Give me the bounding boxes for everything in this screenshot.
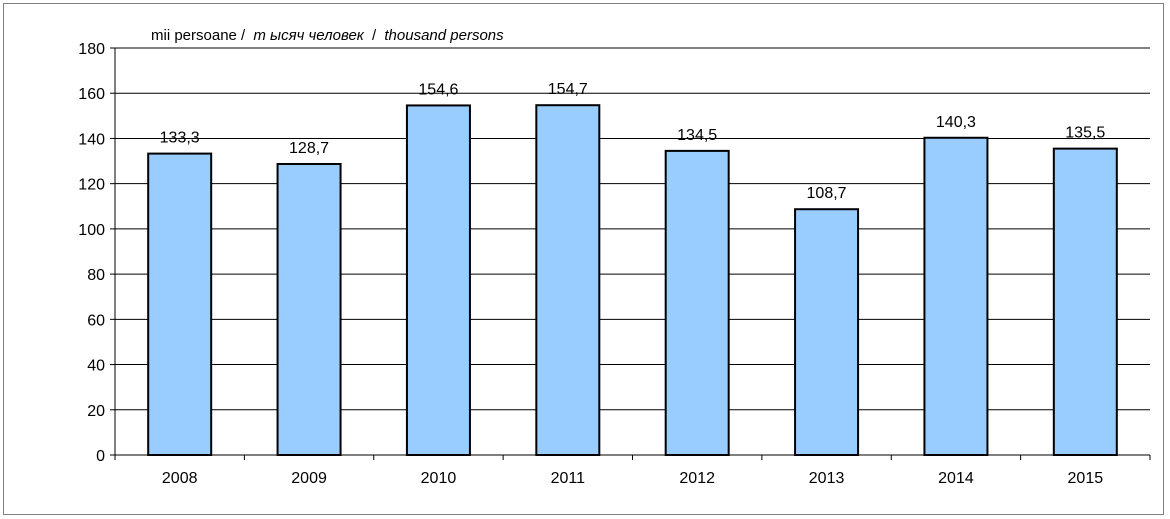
x-tick-label-2014: 2014 xyxy=(938,470,974,487)
chart-frame: 133,3 128,7 154,6 154,7 134,5 108,7 140,3 135,5… xyxy=(3,3,1164,515)
bar-2009 xyxy=(276,162,342,456)
bar-2014 xyxy=(923,136,989,456)
x-tick-label-2012: 2012 xyxy=(679,470,715,487)
value-labels: 133,3 128,7 154,6 154,7 134,5 108,7 140,3 135,5 xyxy=(160,81,1106,202)
y-tick-label: 40 xyxy=(87,358,105,375)
value-label-2012: 134,5 xyxy=(677,127,717,144)
bar-2013 xyxy=(794,208,860,456)
x-tick-label-2008: 2008 xyxy=(162,470,198,487)
x-tick-label-2009: 2009 xyxy=(291,470,327,487)
bar-2008 xyxy=(147,152,213,456)
axes xyxy=(110,47,1151,460)
y-tick-label: 100 xyxy=(78,222,105,239)
value-label-2009: 128,7 xyxy=(289,140,329,157)
unit-label-sep: / xyxy=(372,27,377,44)
x-tick-label-2015: 2015 xyxy=(1068,470,1104,487)
y-tick-labels: 0 20 40 60 80 100 120 140 160 180 xyxy=(78,41,105,465)
unit-label-ro: mii persoane / xyxy=(151,27,246,44)
y-tick-label: 160 xyxy=(78,86,105,103)
value-label-2010: 154,6 xyxy=(418,81,458,98)
y-tick-label: 20 xyxy=(87,403,105,420)
x-tick-label-2013: 2013 xyxy=(809,470,845,487)
bar-2012 xyxy=(664,149,730,456)
x-tick-label-2011: 2011 xyxy=(551,470,586,487)
value-label-2015: 135,5 xyxy=(1065,125,1105,142)
unit-label-en: thousand persons xyxy=(384,27,504,44)
unit-label-ru: т ысяч человек xyxy=(253,27,364,44)
y-tick-label: 60 xyxy=(87,312,105,329)
x-tick-label-2010: 2010 xyxy=(421,470,457,487)
bar-2015 xyxy=(1052,147,1118,456)
y-tick-label: 120 xyxy=(78,177,105,194)
value-label-2014: 140,3 xyxy=(936,114,976,131)
value-label-2013: 108,7 xyxy=(807,185,847,202)
bar-2010 xyxy=(405,104,471,456)
y-tick-label: 0 xyxy=(96,448,105,465)
value-label-2008: 133,3 xyxy=(160,130,200,147)
value-label-2011: 154,7 xyxy=(548,81,588,98)
bar-chart: 133,3 128,7 154,6 154,7 134,5 108,7 140,3 135,5… xyxy=(78,27,1151,487)
x-tick-labels: 2008 2009 2010 2011 2012 2013 2014 2015 xyxy=(162,470,1103,487)
y-tick-label: 140 xyxy=(78,131,105,148)
bar-2011 xyxy=(535,104,601,456)
y-tick-label: 80 xyxy=(87,267,105,284)
grid-lines xyxy=(115,47,1150,411)
unit-label: mii persoane / т ысяч человек / thousand… xyxy=(151,27,504,44)
y-tick-label: 180 xyxy=(78,41,105,58)
bars xyxy=(147,104,1118,456)
